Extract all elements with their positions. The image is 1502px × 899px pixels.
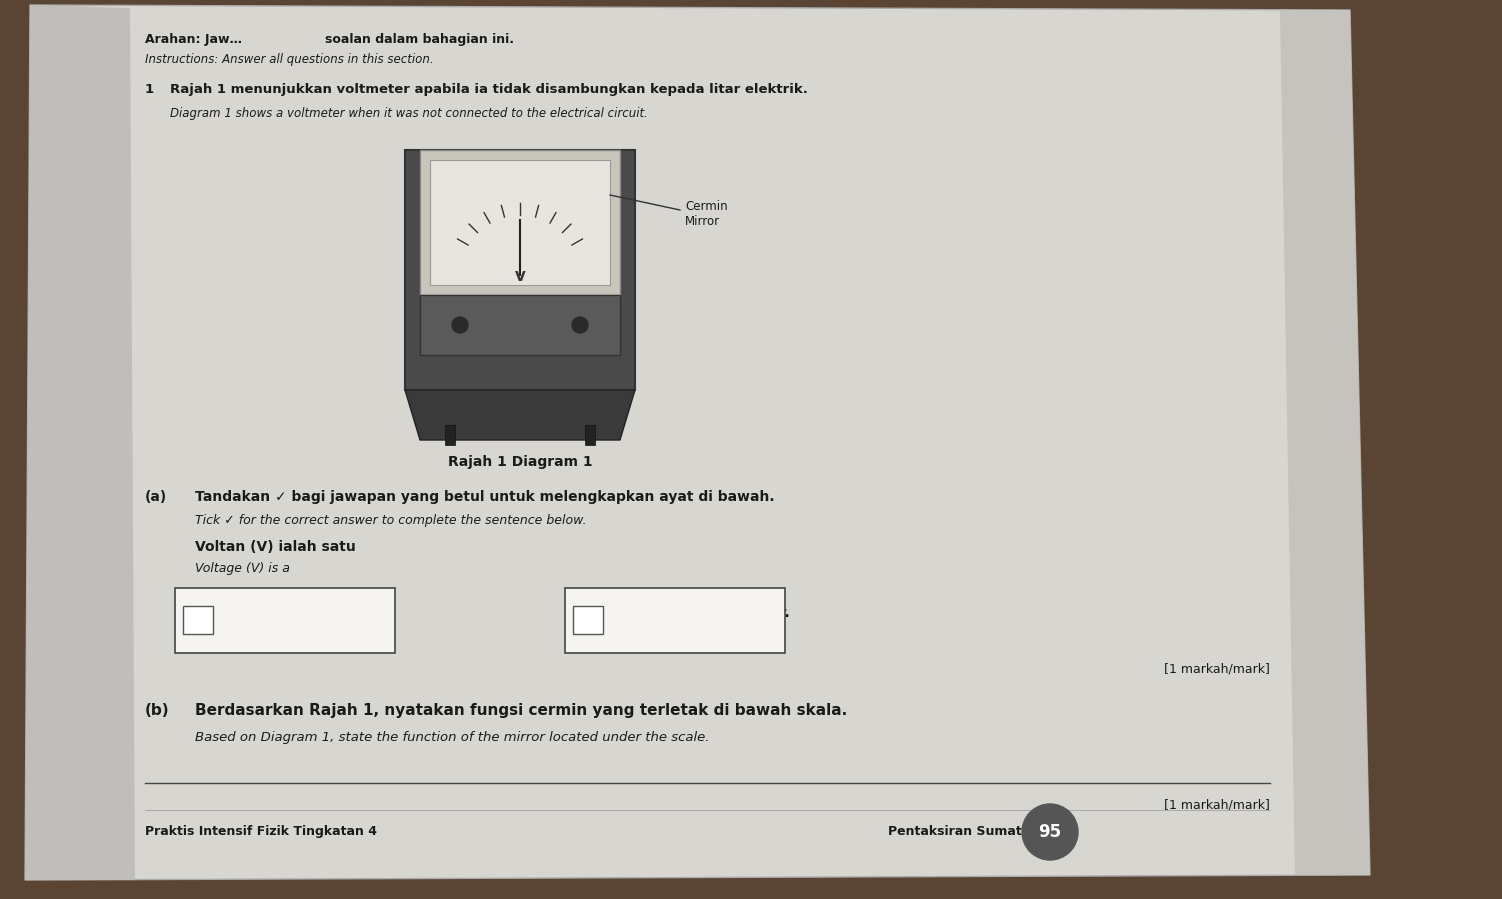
Text: Diagram 1 shows a voltmeter when it was not connected to the electrical circuit.: Diagram 1 shows a voltmeter when it was … xyxy=(170,107,647,120)
Text: [1 markah/mark]: [1 markah/mark] xyxy=(1164,798,1271,811)
Circle shape xyxy=(1021,804,1078,860)
Bar xyxy=(183,606,213,634)
Bar xyxy=(565,588,786,653)
Bar xyxy=(430,160,610,285)
Circle shape xyxy=(572,317,587,333)
Text: (a): (a) xyxy=(146,490,167,504)
Text: Tandakan ✓ bagi jawapan yang betul untuk melengkapkan ayat di bawah.: Tandakan ✓ bagi jawapan yang betul untuk… xyxy=(195,490,775,504)
Text: Cermin
Mirror: Cermin Mirror xyxy=(685,200,727,228)
Text: kuantiti vektor.: kuantiti vektor. xyxy=(670,606,790,620)
Text: Rajah 1 Diagram 1: Rajah 1 Diagram 1 xyxy=(448,455,592,469)
Bar xyxy=(421,150,620,295)
Text: Praktis Intensif Fizik Tingkatan 4: Praktis Intensif Fizik Tingkatan 4 xyxy=(146,825,377,838)
Polygon shape xyxy=(26,5,1370,880)
Text: soalan dalam bahagian ini.: soalan dalam bahagian ini. xyxy=(324,33,514,46)
Bar xyxy=(176,588,395,653)
Text: Based on Diagram 1, state the function of the mirror located under the scale.: Based on Diagram 1, state the function o… xyxy=(195,731,709,744)
Text: Berdasarkan Rajah 1, nyatakan fungsi cermin yang terletak di bawah skala.: Berdasarkan Rajah 1, nyatakan fungsi cer… xyxy=(195,703,847,718)
Bar xyxy=(421,295,620,355)
Text: 95: 95 xyxy=(1038,823,1062,841)
Text: V: V xyxy=(515,270,526,284)
Text: scalar quantity.: scalar quantity. xyxy=(279,626,376,639)
Text: Arahan: Jaw…: Arahan: Jaw… xyxy=(146,33,242,46)
Text: kuantiti skalar.: kuantiti skalar. xyxy=(279,606,397,620)
Text: vector quantity.: vector quantity. xyxy=(670,626,769,639)
Text: Voltan (V) ialah satu: Voltan (V) ialah satu xyxy=(195,540,356,554)
Polygon shape xyxy=(406,150,635,390)
Text: Pentaksiran Sumatif: Pentaksiran Sumatif xyxy=(888,825,1032,838)
Circle shape xyxy=(452,317,469,333)
Text: 1: 1 xyxy=(146,83,155,96)
Text: Instructions: Answer all questions in this section.: Instructions: Answer all questions in th… xyxy=(146,53,434,66)
Text: (b): (b) xyxy=(146,703,170,718)
Text: [1 markah/mark]: [1 markah/mark] xyxy=(1164,663,1271,676)
Polygon shape xyxy=(1280,10,1370,875)
Text: Tick ✓ for the correct answer to complete the sentence below.: Tick ✓ for the correct answer to complet… xyxy=(195,514,587,527)
Bar xyxy=(445,425,455,445)
Text: Voltage (V) is a: Voltage (V) is a xyxy=(195,562,290,575)
Text: Rajah 1 menunjukkan voltmeter apabila ia tidak disambungkan kepada litar elektri: Rajah 1 menunjukkan voltmeter apabila ia… xyxy=(170,83,808,96)
Bar xyxy=(572,606,602,634)
Polygon shape xyxy=(406,390,635,440)
Polygon shape xyxy=(26,5,135,880)
Bar xyxy=(584,425,595,445)
